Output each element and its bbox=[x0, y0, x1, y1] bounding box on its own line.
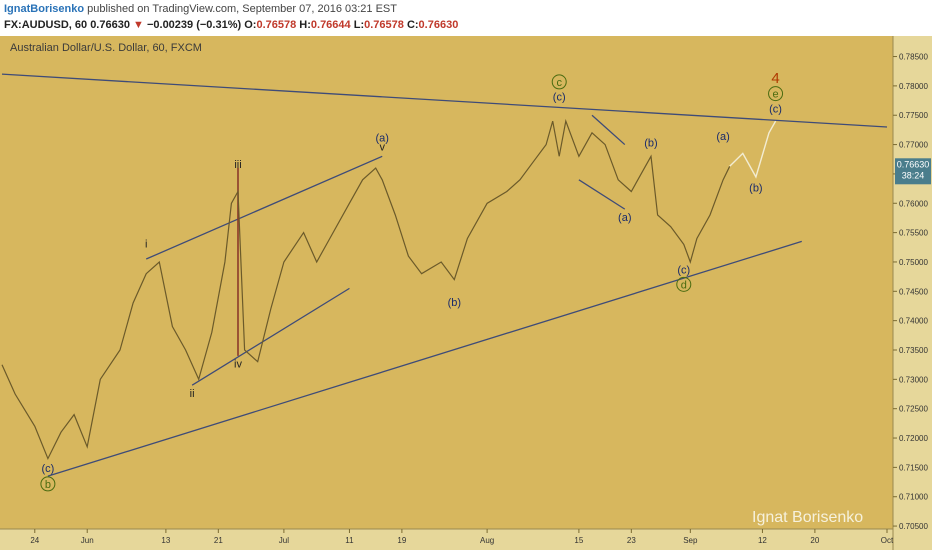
y-tick-label: 0.73000 bbox=[899, 375, 928, 384]
open-value: 0.76578 bbox=[256, 19, 297, 31]
countdown-label: 38:24 bbox=[902, 170, 925, 180]
published-text: published on TradingView.com, September … bbox=[87, 3, 397, 15]
wave-label-c: (c) bbox=[677, 265, 690, 277]
trendline-flag-upper[interactable] bbox=[591, 114, 626, 146]
y-tick-label: 0.72500 bbox=[899, 405, 928, 414]
y-tick-label: 0.74000 bbox=[899, 317, 928, 326]
last-price: 0.76630 bbox=[90, 19, 130, 31]
wave-label-b: (b) bbox=[644, 137, 657, 149]
wave-label-ii: ii bbox=[190, 388, 195, 400]
open-label: O: bbox=[244, 19, 257, 31]
y-tick-label: 0.76000 bbox=[899, 199, 928, 208]
wave-label-c: (c) bbox=[41, 463, 54, 475]
wave-label-i: i bbox=[145, 238, 147, 250]
wave-label-e: e bbox=[772, 89, 778, 101]
change-arrow-icon: ▼ bbox=[133, 19, 144, 31]
wave-label-c: c bbox=[556, 77, 562, 89]
y-tick-label: 0.73500 bbox=[899, 346, 928, 355]
x-tick-label: 13 bbox=[161, 536, 170, 545]
high-value: 0.76644 bbox=[310, 19, 351, 31]
last-price-tag: 0.76630 38:24 bbox=[895, 158, 931, 185]
change-value: −0.00239 (−0.31%) bbox=[146, 19, 242, 31]
x-tick-label: 15 bbox=[574, 536, 583, 545]
watermark: Ignat Borisenko bbox=[752, 509, 863, 526]
y-tick-label: 0.77500 bbox=[899, 111, 928, 120]
x-tick-label: 21 bbox=[214, 536, 223, 545]
y-tick-label: 0.75500 bbox=[899, 229, 928, 238]
y-tick-label: 0.78000 bbox=[899, 82, 928, 91]
x-tick-label: Aug bbox=[480, 536, 494, 545]
y-tick-label: 0.75000 bbox=[899, 258, 928, 267]
y-tick-label: 0.70500 bbox=[899, 522, 928, 531]
wave-label-c: (c) bbox=[553, 92, 566, 104]
trendline-flag-lower[interactable] bbox=[578, 179, 626, 210]
wave-label-a: (a) bbox=[618, 212, 631, 224]
wave-label-c: (c) bbox=[769, 103, 782, 115]
price-chart[interactable]: 0.785000.780000.775000.770000.765000.760… bbox=[0, 36, 932, 550]
wave-label-iv: iv bbox=[234, 359, 242, 371]
wave-label-4: 4 bbox=[771, 70, 779, 87]
wave-label-b: b bbox=[45, 479, 51, 491]
wave-label-b: (b) bbox=[749, 183, 762, 195]
symbol-label: FX:AUDUSD, 60 bbox=[4, 19, 88, 31]
low-value: 0.76578 bbox=[364, 19, 404, 31]
x-tick-label: 24 bbox=[30, 536, 39, 545]
wave-label-d: d bbox=[681, 279, 687, 291]
chart-title: Australian Dollar/U.S. Dollar, 60, FXCM bbox=[10, 42, 202, 54]
y-tick-label: 0.72000 bbox=[899, 434, 928, 443]
wave-circle-c bbox=[551, 74, 567, 90]
wave-circle-e bbox=[768, 86, 784, 102]
x-tick-label: Jul bbox=[279, 536, 289, 545]
low-label: L: bbox=[353, 19, 365, 31]
wave-label-b: (b) bbox=[448, 297, 461, 309]
chart-header: IgnatBorisenko published on TradingView.… bbox=[0, 0, 932, 36]
y-tick-label: 0.77000 bbox=[899, 141, 928, 150]
x-tick-label: Sep bbox=[683, 536, 698, 545]
x-tick-label: 12 bbox=[758, 536, 767, 545]
trendline-upper-triangle[interactable] bbox=[1, 73, 888, 128]
trendline-wedge-upper[interactable] bbox=[145, 155, 383, 260]
wave-circle-d bbox=[676, 276, 692, 292]
price-axis[interactable] bbox=[893, 36, 932, 550]
author-name[interactable]: IgnatBorisenko bbox=[4, 3, 85, 15]
x-tick-label: Oct bbox=[881, 536, 894, 545]
wave-label-a: (a) bbox=[375, 133, 388, 145]
trendline-wedge-lower[interactable] bbox=[191, 287, 350, 386]
x-tick-label: 11 bbox=[345, 536, 354, 545]
plot-area[interactable] bbox=[0, 36, 893, 529]
x-tick-label: Jun bbox=[81, 536, 94, 545]
x-tick-label: 19 bbox=[397, 536, 406, 545]
wave-label-iii: iii bbox=[234, 159, 241, 171]
projection-line bbox=[729, 120, 777, 179]
wave-label-a: (a) bbox=[716, 131, 729, 143]
price-series-line bbox=[1, 118, 731, 461]
x-tick-label: 20 bbox=[810, 536, 819, 545]
last-price-label: 0.76630 bbox=[897, 159, 930, 169]
high-label: H: bbox=[299, 19, 311, 31]
close-label: C: bbox=[406, 19, 419, 31]
y-tick-label: 0.74500 bbox=[899, 287, 928, 296]
publish-line: IgnatBorisenko published on TradingView.… bbox=[4, 3, 397, 15]
y-tick-label: 0.71500 bbox=[899, 463, 928, 472]
trendline-lower-triangle[interactable] bbox=[47, 240, 802, 477]
close-value: 0.76630 bbox=[418, 19, 459, 31]
y-tick-label: 0.78500 bbox=[899, 53, 928, 62]
y-tick-label: 0.71000 bbox=[899, 493, 928, 502]
wave-circle-b bbox=[40, 476, 56, 492]
x-tick-label: 23 bbox=[627, 536, 636, 545]
symbol-line: FX:AUDUSD, 60 0.76630 ▼ −0.00239 (−0.31%… bbox=[4, 19, 458, 31]
time-axis[interactable] bbox=[0, 529, 893, 550]
wave-label-v: v bbox=[379, 141, 385, 153]
